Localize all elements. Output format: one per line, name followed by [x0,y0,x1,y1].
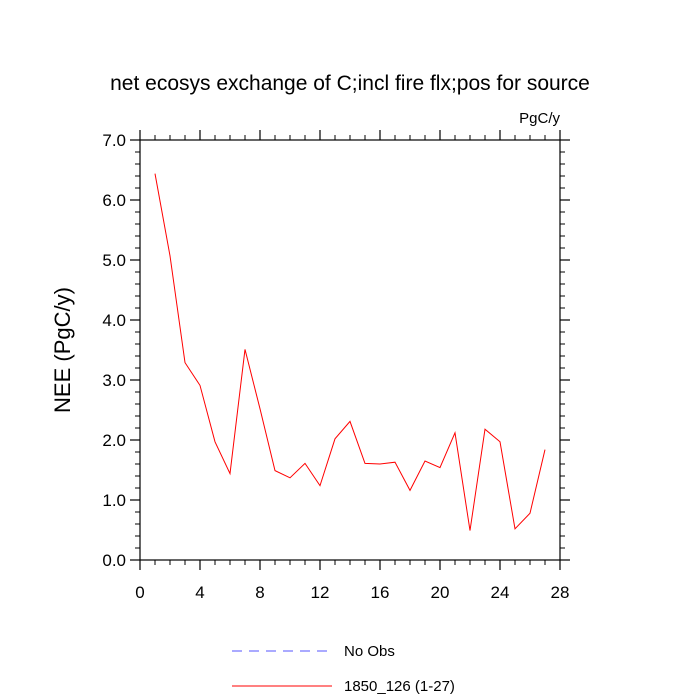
x-tick-label: 0 [135,583,144,602]
y-tick-labels: 0.0 1.0 2.0 3.0 4.0 5.0 6.0 7.0 [102,131,126,570]
y-minor-ticks [135,151,565,549]
legend: No Obs 1850_126 (1-27) [232,643,455,695]
legend-label-1: 1850_126 (1-27) [344,678,455,695]
x-major-ticks [139,130,561,570]
y-tick-label: 1.0 [102,491,126,510]
plot-frame [139,139,561,561]
y-tick-label: 3.0 [102,371,126,390]
y-tick-label: 0.0 [102,551,126,570]
x-minor-ticks [154,135,546,565]
x-tick-label: 20 [431,583,450,602]
x-tick-label: 16 [371,583,390,602]
x-tick-labels: 0 4 8 12 16 20 24 28 [135,583,569,602]
y-tick-label: 2.0 [102,431,126,450]
y-tick-label: 6.0 [102,191,126,210]
x-tick-label: 28 [551,583,570,602]
series-line-0 [154,173,546,531]
y-tick-label: 7.0 [102,131,126,150]
legend-label-0: No Obs [344,643,395,660]
x-tick-label: 24 [491,583,510,602]
x-tick-label: 4 [195,583,204,602]
x-tick-label: 12 [311,583,330,602]
y-tick-label: 5.0 [102,251,126,270]
y-axis-label: NEE (PgC/y) [50,287,75,413]
units-label: PgC/y [519,110,560,127]
chart-title: net ecosys exchange of C;incl fire flx;p… [110,72,590,95]
y-major-ticks [130,139,570,561]
series-layer [154,173,546,531]
y-tick-label: 4.0 [102,311,126,330]
x-tick-label: 8 [255,583,264,602]
